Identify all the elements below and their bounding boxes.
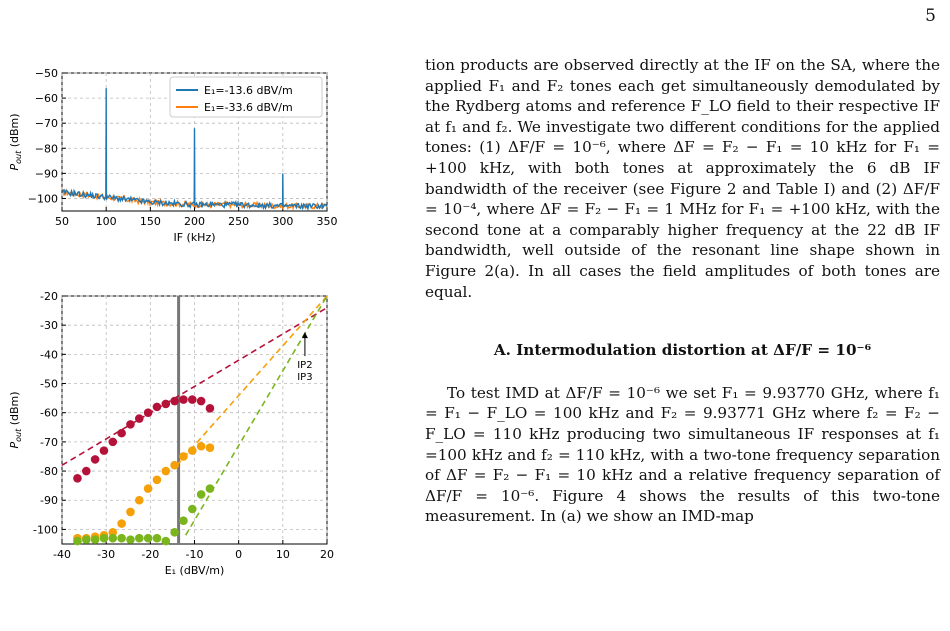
- sweep-y-tick-label: -60: [40, 407, 58, 420]
- sweep-data-point: [143, 484, 153, 493]
- sweep-data-point: [90, 535, 100, 544]
- spectrum-chart: 50 100 150 200 250 300 350 −50 −60 −70 −80 −90 −100 I…: [8, 67, 338, 244]
- sweep-x-tick-label: 0: [235, 548, 242, 561]
- sweep-data-point: [117, 428, 126, 438]
- sweep-data-point: [134, 533, 144, 543]
- sweep-data-point: [179, 516, 188, 525]
- spectrum-x-tick-label: 300: [272, 215, 293, 228]
- sweep-data-point: [81, 466, 91, 476]
- spectrum-x-tick-label: 100: [96, 215, 117, 228]
- text-column: tion products are observed directly at t…: [425, 55, 940, 527]
- sweep-x-axis-label: E₁ (dBV/m): [165, 564, 225, 577]
- sweep-y-tick-label: -40: [40, 348, 58, 361]
- sweep-fit-line: [176, 296, 327, 466]
- sweep-fit-line: [184, 296, 327, 536]
- sweep-annotation-label: IP3: [297, 372, 312, 383]
- sweep-x-tick-label: -40: [53, 548, 71, 561]
- sweep-y-tick-label: -80: [40, 465, 58, 478]
- spectrum-legend-box: [169, 76, 323, 118]
- spectrum-x-axis-label: IF (kHz): [173, 231, 215, 244]
- sweep-data-point: [170, 460, 179, 470]
- spectrum-x-tick-label: 350: [317, 215, 338, 228]
- sweep-y-tick-label: -90: [40, 494, 58, 507]
- sweep-data-point: [196, 441, 206, 451]
- sweep-y-tick-label: -30: [40, 319, 58, 332]
- sweep-data-point: [126, 507, 135, 517]
- sweep-data-point: [152, 475, 162, 485]
- sweep-x-tick-label: -20: [141, 548, 159, 561]
- sweep-data-point: [205, 484, 215, 493]
- sweep-data-point: [161, 536, 171, 546]
- sweep-x-tick-label: 20: [320, 548, 334, 561]
- spectrum-y-tick-label: −60: [35, 92, 58, 105]
- sweep-data-point: [143, 408, 153, 418]
- section-heading: A. Intermodulation distortion at ΔF/F = …: [493, 341, 872, 360]
- sweep-data-point: [81, 535, 91, 544]
- power-sweep-chart: -40 -30 -20 -10 0 10 20-20-30-40-50-60-70-80-9…: [8, 290, 334, 577]
- sweep-data-point: [143, 533, 153, 543]
- sweep-data-point: [90, 455, 100, 464]
- sweep-data-point: [161, 466, 171, 476]
- sweep-data-point: [117, 519, 126, 528]
- page-number: 5: [925, 6, 936, 26]
- sweep-data-point: [152, 402, 162, 412]
- sweep-data-point: [126, 420, 135, 429]
- sweep-data-point: [205, 404, 215, 413]
- sweep-data-point: [161, 399, 171, 409]
- spectrum-legend-label: E₁=-33.6 dBV/m: [204, 101, 293, 114]
- sweep-data-point: [170, 396, 179, 406]
- sweep-data-point: [73, 474, 82, 483]
- sweep-data-point: [99, 533, 109, 543]
- spectrum-x-tick-label: 250: [228, 215, 249, 228]
- spectrum-y-tick-label: −80: [35, 142, 58, 155]
- sweep-data-point: [117, 533, 126, 543]
- spectrum-legend-label: E₁=-13.6 dBV/m: [204, 84, 293, 97]
- sweep-annotation-label: IP2: [297, 360, 312, 371]
- sweep-y-tick-label: -100: [33, 523, 58, 536]
- sweep-data-point: [108, 437, 118, 447]
- spectrum-series-line: [61, 88, 328, 212]
- sweep-x-tick-label: -30: [97, 548, 115, 561]
- sweep-data-point: [196, 396, 206, 406]
- spectrum-y-tick-label: −50: [35, 67, 58, 80]
- sweep-data-point: [134, 414, 144, 423]
- spectrum-y-tick-label: −70: [35, 117, 58, 130]
- sweep-data-point: [187, 395, 197, 404]
- sweep-data-point: [126, 535, 135, 544]
- spectrum-x-tick-label: 50: [55, 215, 69, 228]
- sweep-data-point: [108, 533, 118, 543]
- spectrum-x-tick-label: 200: [184, 215, 205, 228]
- sweep-x-tick-label: -10: [186, 548, 204, 561]
- spectrum-y-axis-label: Pout (dBm): [8, 113, 23, 170]
- sweep-data-point: [205, 443, 215, 453]
- sweep-y-tick-label: -50: [40, 378, 58, 391]
- sweep-data-point: [179, 395, 188, 404]
- sweep-data-point: [187, 446, 197, 455]
- sweep-y-axis-label: Pout (dBm): [8, 391, 23, 448]
- sweep-y-tick-label: -70: [40, 436, 58, 449]
- sweep-data-point: [187, 504, 197, 514]
- sweep-fit-line: [62, 306, 327, 466]
- spectrum-x-tick-label: 150: [140, 215, 161, 228]
- paragraph-2: To test IMD at ΔF/F = 10⁻⁶ we set F₁ = 9…: [425, 383, 940, 526]
- sweep-data-point: [134, 495, 144, 505]
- sweep-data-point: [179, 452, 188, 461]
- sweep-data-point: [170, 528, 179, 537]
- sweep-annotation-arrowhead: [301, 332, 308, 339]
- spectrum-y-tick-label: −100: [28, 192, 58, 205]
- sweep-data-point: [152, 533, 162, 543]
- spectrum-y-tick-label: −90: [35, 167, 58, 180]
- paragraph-1: tion products are observed directly at t…: [425, 56, 940, 301]
- sweep-data-point: [73, 536, 82, 546]
- sweep-y-tick-label: -20: [40, 290, 58, 303]
- sweep-data-point: [196, 490, 206, 499]
- sweep-x-tick-label: 10: [276, 548, 290, 561]
- sweep-data-point: [99, 446, 109, 455]
